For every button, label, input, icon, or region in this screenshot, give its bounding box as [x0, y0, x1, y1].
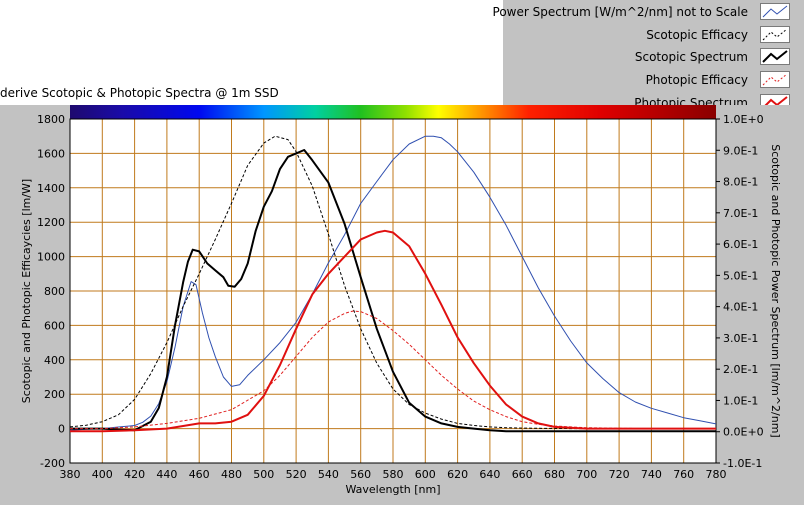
x-tick-label: 740 [641, 468, 662, 481]
x-tick-label: 620 [447, 468, 468, 481]
x-tick-label: 420 [124, 468, 145, 481]
y2-tick-label: 4.0E-1 [723, 301, 758, 314]
x-tick-label: 580 [383, 468, 404, 481]
series-group [70, 135, 716, 433]
x-tick-label: 520 [286, 468, 307, 481]
x-tick-label: 500 [253, 468, 274, 481]
series-line [70, 229, 716, 433]
x-tick-label: 720 [609, 468, 630, 481]
x-tick-label: 480 [221, 468, 242, 481]
y2-tick-label: 3.0E-1 [723, 332, 758, 345]
x-tick-label: 540 [318, 468, 339, 481]
grid [69, 118, 717, 464]
y2-tick-label: 0.0E+0 [723, 426, 764, 439]
y-axis-label: Scotopic and Photopic Efficaycies [lm/W] [20, 179, 33, 403]
x-tick-label: 460 [189, 468, 210, 481]
y2-tick-label: 6.0E-1 [723, 238, 758, 251]
series-line [70, 149, 716, 433]
x-tick-label: 400 [92, 468, 113, 481]
legend-item[interactable]: Scotopic Spectrum [503, 46, 800, 68]
x-tick-label: 600 [415, 468, 436, 481]
x-tick-label: 780 [706, 468, 727, 481]
x-tick-label: 760 [673, 468, 694, 481]
legend-item[interactable]: Power Spectrum [W/m^2/nm] not to Scale [493, 1, 800, 23]
x-axis-label: Wavelength [nm] [345, 483, 440, 496]
x-tick-label: 680 [544, 468, 565, 481]
series-line [70, 135, 716, 431]
y-tick-label: 600 [44, 319, 65, 332]
legend-swatch [760, 25, 790, 43]
y2-tick-label: 7.0E-1 [723, 207, 758, 220]
y-tick-label: 1400 [37, 182, 65, 195]
x-tick-label: 380 [60, 468, 81, 481]
plot-frame: 380 400 420 440 460 480 500 520 540 560 580 600 620 6… [0, 105, 804, 505]
y-tick-label: 1200 [37, 216, 65, 229]
legend-item[interactable]: Photopic Efficacy [503, 69, 800, 91]
legend-swatch [760, 71, 790, 89]
x-tick-label: 660 [512, 468, 533, 481]
line-chart: 380 400 420 440 460 480 500 520 540 560 580 600 620 6… [20, 105, 782, 496]
x-tick-label: 440 [156, 468, 177, 481]
legend: Power Spectrum [W/m^2/nm] not to Scale Sc… [493, 0, 804, 112]
legend-swatch [760, 3, 790, 20]
y2-tick-label: 1.0E-1 [723, 394, 758, 407]
y2-tick-label: 5.0E-1 [723, 269, 758, 282]
series-line [70, 135, 716, 430]
y-tick-label: 1000 [37, 251, 65, 264]
y2-tick-label: 8.0E-1 [723, 176, 758, 189]
y2-axis-label: Scotopic and Photopic Power Spectrum [lm… [769, 144, 782, 437]
y-tick-label: 0 [58, 423, 65, 436]
y-tick-label: 800 [44, 285, 65, 298]
legend-label: Photopic Efficacy [645, 73, 748, 88]
legend-label: Scotopic Spectrum [634, 50, 748, 65]
legend-label: Power Spectrum [W/m^2/nm] not to Scale [492, 5, 748, 19]
y-tick-label: 1600 [37, 147, 65, 160]
x-tick-label: 560 [350, 468, 371, 481]
legend-item[interactable]: Scotopic Efficacy [503, 24, 800, 46]
y2-tick-label: 9.0E-1 [723, 144, 758, 157]
y2-tick-label: -1.0E-1 [723, 457, 762, 470]
x-tick-label: 640 [479, 468, 500, 481]
x-tick-label: 700 [576, 468, 597, 481]
legend-swatch [760, 48, 790, 66]
y2-tick-label: 1.0E+0 [723, 113, 764, 126]
y-tick-label: 200 [44, 388, 65, 401]
y-tick-label: 400 [44, 354, 65, 367]
spectrum-bar [70, 105, 716, 119]
legend-label: Scotopic Efficacy [646, 27, 748, 42]
chart-title: derive Scotopic & Photopic Spectra @ 1m … [0, 86, 279, 100]
y-tick-label: -200 [40, 457, 65, 470]
y2-tick-label: 2.0E-1 [723, 363, 758, 376]
y-tick-label: 1800 [37, 113, 65, 126]
